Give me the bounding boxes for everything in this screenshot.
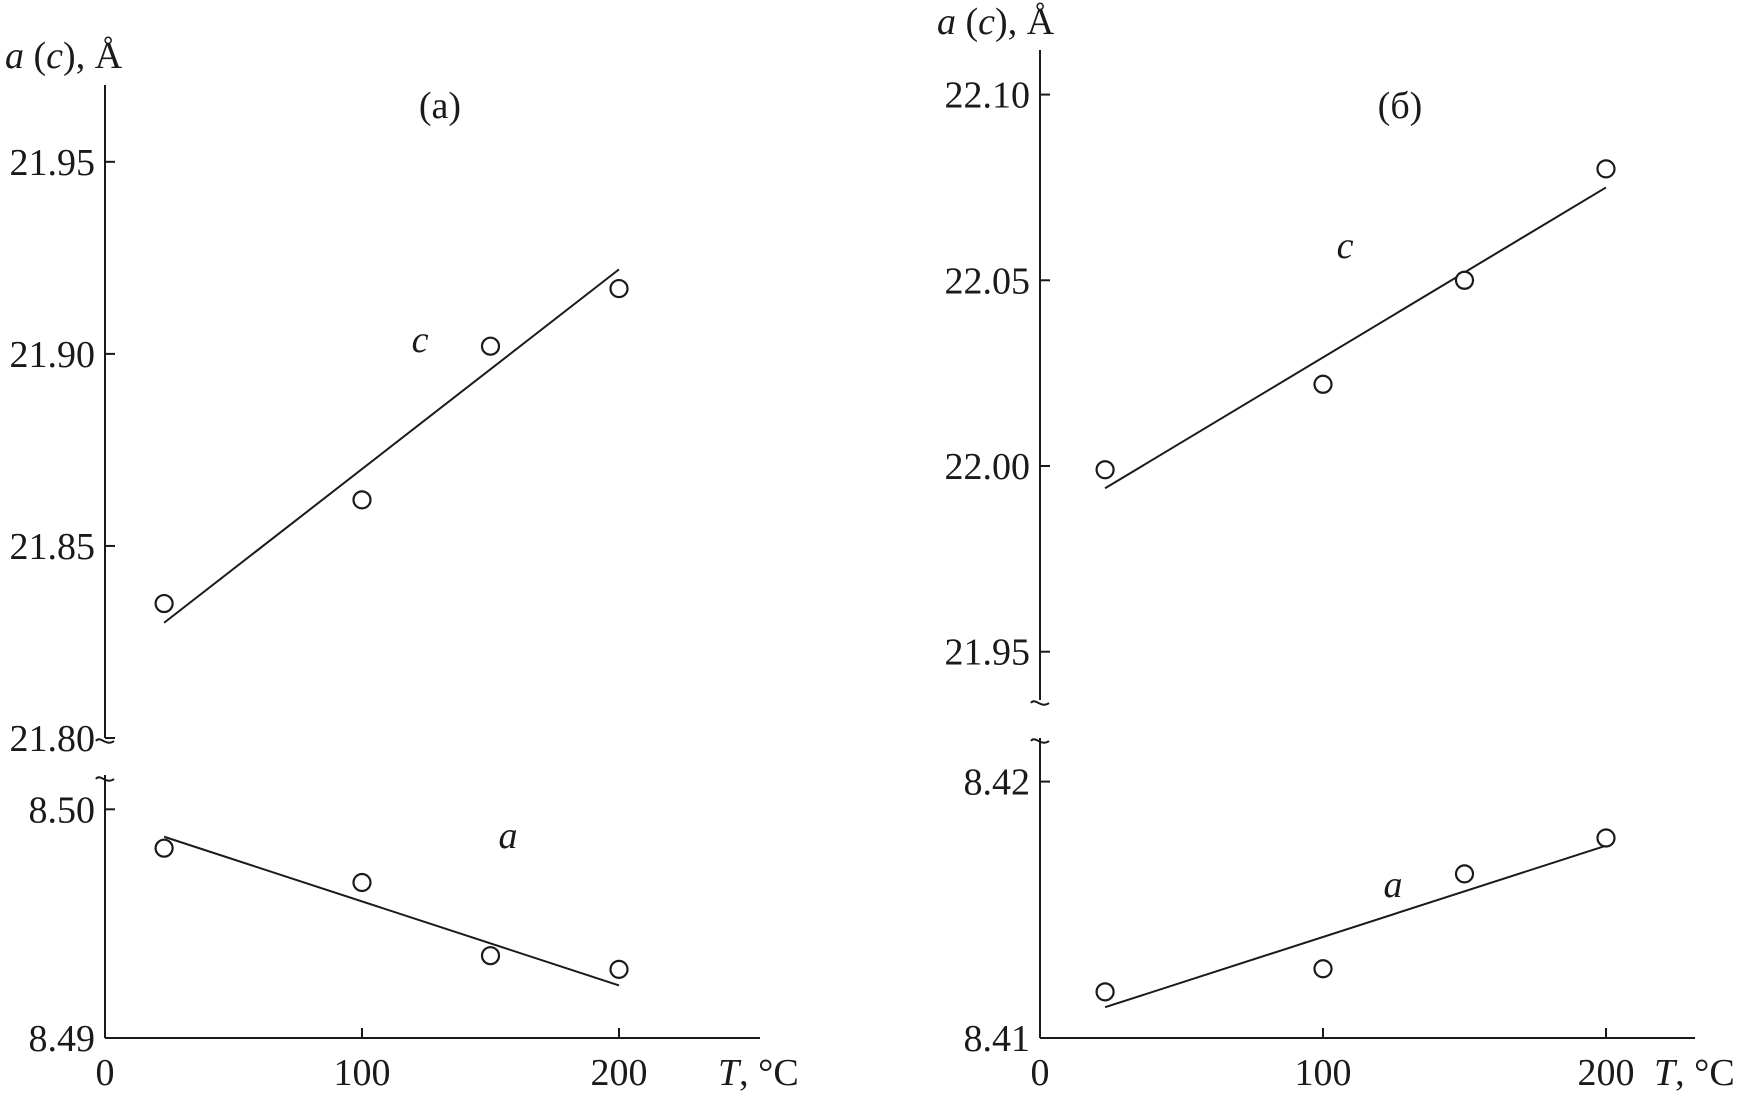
y-tick-label: 22.05 bbox=[945, 260, 1031, 302]
data-point bbox=[1596, 159, 1616, 179]
x-tick-label: 0 bbox=[1031, 1052, 1050, 1094]
panel-b: a (c), Å (б) T, °C 21.9522.0022.0522.10 … bbox=[937, 1, 1735, 1094]
panel-a-y-axis-title: a (c), Å bbox=[5, 35, 123, 77]
data-point bbox=[352, 490, 372, 510]
data-point bbox=[154, 838, 174, 858]
fit-line bbox=[1104, 186, 1607, 490]
data-point bbox=[1095, 982, 1115, 1002]
x-tick-label: 0 bbox=[96, 1052, 115, 1094]
data-point bbox=[1454, 864, 1475, 884]
fit-line bbox=[163, 835, 620, 987]
panel-b-y-axis-title: a (c), Å bbox=[937, 1, 1055, 43]
panel-a-label: (а) bbox=[419, 85, 461, 127]
y-tick-label: 21.95 bbox=[945, 632, 1031, 674]
fit-line bbox=[1104, 844, 1607, 1009]
panel-a-c-series bbox=[154, 268, 629, 624]
data-point bbox=[1313, 959, 1333, 979]
panel-b-x-ticks: 0 100 200 bbox=[1031, 1028, 1635, 1094]
y-tick-label: 21.80 bbox=[10, 718, 96, 760]
panel-b-upper-y-ticks: 21.95 22.00 22.05 22.10 bbox=[945, 75, 1050, 674]
fit-line bbox=[163, 268, 620, 624]
panel-a-series-label-a: a bbox=[499, 815, 518, 857]
x-tick-label: 200 bbox=[1578, 1052, 1635, 1094]
data-point bbox=[1313, 374, 1333, 394]
panel-b-series-label-c: c bbox=[1337, 225, 1354, 267]
y-tick-label: 8.50 bbox=[29, 789, 96, 831]
panel-a-upper-axis-break bbox=[95, 738, 115, 744]
panel-a-upper-y-ticks: 21.80 21.85 21.90 21.95 bbox=[10, 142, 115, 760]
panel-b-upper-axis-break bbox=[1030, 700, 1050, 706]
x-tick-label: 100 bbox=[1295, 1052, 1352, 1094]
panel-b-x-axis-title: T, °C bbox=[1654, 1052, 1735, 1094]
data-point bbox=[609, 278, 629, 299]
y-tick-label: 22.10 bbox=[945, 75, 1031, 117]
data-point bbox=[1095, 460, 1115, 480]
data-point bbox=[480, 336, 501, 356]
y-tick-label: 8.42 bbox=[964, 762, 1031, 804]
panel-b-lower-axis-break bbox=[1030, 738, 1050, 744]
data-point bbox=[480, 946, 501, 966]
data-point bbox=[1454, 270, 1475, 290]
panel-b-a-series bbox=[1095, 828, 1616, 1009]
y-tick-label: 21.90 bbox=[10, 334, 96, 376]
y-tick-label: 21.95 bbox=[10, 142, 96, 184]
y-tick-label: 8.49 bbox=[29, 1018, 96, 1060]
panel-b-c-series bbox=[1095, 159, 1616, 490]
y-tick-label: 22.00 bbox=[945, 446, 1031, 488]
data-point bbox=[1596, 828, 1616, 848]
panel-a-lower-y-ticks: 8.49 8.50 bbox=[29, 789, 115, 1060]
panel-a: a (c), Å (а) T, °C 21.8021.8521.9021.95 … bbox=[5, 35, 799, 1094]
panel-a-lower-axis-break bbox=[95, 776, 115, 782]
panel-a-series-label-c: c bbox=[412, 319, 429, 361]
panel-a-a-series bbox=[154, 835, 629, 987]
panel-b-lower-y-ticks: 8.41 8.42 bbox=[964, 762, 1050, 1060]
panel-b-label: (б) bbox=[1378, 85, 1423, 127]
y-tick-label: 21.85 bbox=[10, 526, 96, 568]
data-point bbox=[154, 593, 174, 614]
y-tick-label: 8.41 bbox=[964, 1018, 1031, 1060]
x-tick-label: 100 bbox=[334, 1052, 391, 1094]
panel-a-x-axis-title: T, °C bbox=[718, 1052, 799, 1094]
data-point bbox=[352, 872, 372, 893]
data-point bbox=[609, 959, 629, 979]
panel-a-x-ticks: 0 100 200 bbox=[96, 1028, 648, 1094]
panel-b-series-label-a: a bbox=[1384, 864, 1403, 906]
x-tick-label: 200 bbox=[591, 1052, 648, 1094]
